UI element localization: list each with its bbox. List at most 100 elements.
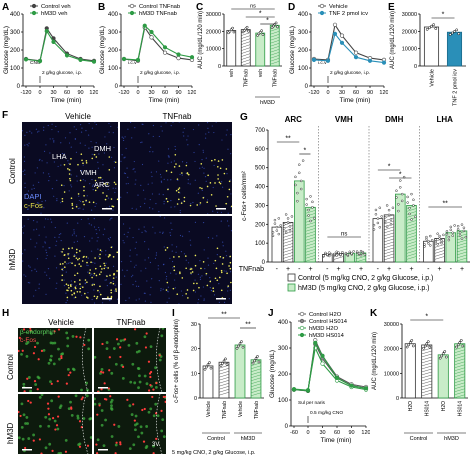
data-dot — [428, 345, 432, 349]
significance-label: * — [425, 314, 428, 321]
data-dot — [311, 200, 314, 204]
beta-endorphin-cell — [152, 414, 156, 418]
data-point — [339, 33, 345, 38]
bar-hatch — [218, 386, 230, 390]
beta-endorphin-cell — [89, 417, 92, 420]
dapi-dot — [225, 270, 227, 272]
cfos-cell — [103, 397, 107, 401]
data-dot — [458, 341, 462, 344]
bar-hatch — [218, 380, 230, 384]
annotation-1: i.c.v — [318, 60, 327, 66]
bar-hatch — [241, 41, 251, 45]
dapi-dot — [135, 208, 138, 210]
dapi-dot — [129, 249, 131, 251]
dapi-dot — [122, 240, 124, 242]
cfos-dot — [116, 198, 118, 201]
dapi-dot — [28, 142, 30, 144]
cfos-dot — [217, 166, 219, 168]
data-point — [381, 60, 387, 65]
region-title: DMH — [385, 115, 403, 124]
dapi-dot — [140, 184, 142, 186]
cfos-dot — [71, 204, 74, 206]
beta-endorphin-cell — [20, 402, 24, 406]
cfos-cell — [18, 349, 20, 353]
bar-hatch — [421, 356, 432, 361]
dapi-dot — [23, 156, 25, 158]
cfos-cell — [51, 449, 54, 452]
series-line-1 — [293, 338, 367, 392]
dapi-dot — [205, 157, 207, 159]
bar-hatch — [241, 62, 251, 66]
x-tick-label: -120 — [308, 90, 319, 96]
dapi-dot — [109, 299, 111, 302]
x-category-label: TNFnab — [244, 69, 250, 87]
cfos-dot — [226, 272, 228, 275]
dapi-dot — [223, 270, 225, 272]
dapi-dot — [73, 297, 75, 299]
data-dot — [240, 340, 243, 343]
beta-endorphin-cell — [38, 395, 42, 399]
cfos-dot — [71, 202, 74, 205]
data-point — [176, 55, 181, 61]
dapi-dot — [90, 250, 93, 252]
dapi-dot — [151, 175, 153, 178]
dapi-dot — [63, 153, 66, 155]
bar-hatch — [434, 256, 445, 260]
dapi-dot — [41, 160, 43, 162]
bar-hatch — [305, 237, 316, 241]
dapi-dot — [75, 285, 77, 287]
dapi-dot — [125, 183, 127, 185]
cfos-dot — [62, 262, 64, 265]
dapi-dot — [33, 295, 35, 297]
dapi-dot — [202, 151, 204, 153]
cfos-cell — [23, 390, 26, 392]
data-dot — [337, 251, 340, 254]
cfos-cell — [115, 338, 119, 341]
dapi-dot — [88, 147, 90, 149]
dapi-dot — [169, 232, 171, 234]
beta-endorphin-cell — [66, 336, 70, 340]
dapi-dot — [225, 250, 227, 252]
bar-hatch — [241, 38, 251, 42]
data-dot — [462, 229, 466, 233]
dapi-dot — [76, 175, 78, 177]
dapi-dot — [54, 255, 56, 257]
dapi-dot — [159, 216, 161, 217]
bar-hatch — [283, 243, 293, 247]
beta-endorphin-cell — [34, 383, 38, 386]
dapi-dot — [35, 289, 37, 291]
dapi-dot — [36, 131, 39, 133]
dapi-dot — [144, 300, 146, 302]
tnfnab-sign: - — [399, 266, 402, 273]
data-dot — [309, 195, 312, 198]
data-dot — [408, 212, 411, 216]
cfos-dot — [83, 185, 85, 188]
bar-hatch — [406, 247, 417, 251]
bar-hatch — [283, 246, 293, 250]
dapi-dot — [38, 283, 40, 285]
dapi-dot — [167, 286, 169, 288]
dapi-dot — [151, 182, 153, 184]
beta-endorphin-cell — [158, 358, 162, 362]
dapi-dot — [55, 244, 57, 247]
dapi-dot — [220, 211, 223, 214]
data-dot — [395, 189, 398, 192]
bar-hatch — [283, 252, 293, 256]
cfos-cell — [97, 390, 100, 392]
x-category-label: TNFnab — [273, 69, 279, 87]
dapi-dot — [159, 173, 162, 176]
dapi-dot — [178, 122, 180, 123]
cfos-dot — [114, 161, 117, 164]
dapi-dot — [79, 207, 81, 209]
dapi-dot — [171, 228, 173, 231]
beta-endorphin-cell — [57, 347, 60, 351]
data-dot — [431, 239, 434, 242]
y-tick-label: 300 — [298, 30, 309, 36]
dapi-dot — [186, 162, 188, 164]
dapi-dot — [115, 187, 117, 189]
cfos-dot — [86, 261, 88, 264]
cfos-cell — [18, 410, 20, 414]
bar — [404, 343, 416, 399]
cfos-dot — [110, 289, 112, 291]
